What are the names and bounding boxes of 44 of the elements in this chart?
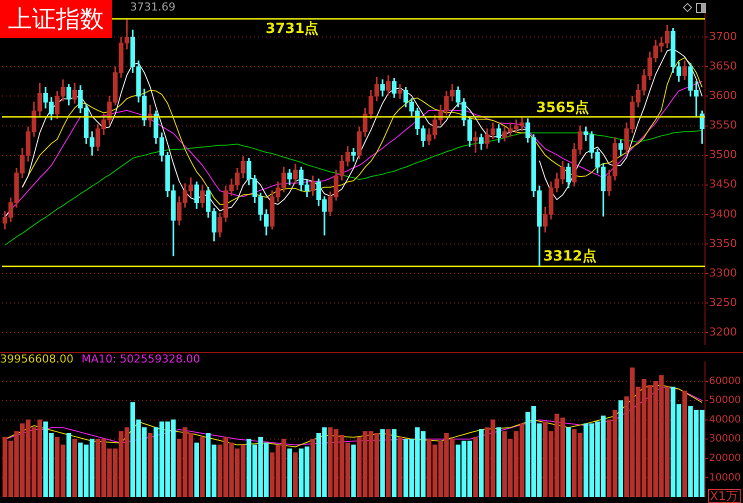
y-tick-label: 3250 — [709, 296, 737, 309]
y-tick-label: 30000 — [709, 434, 741, 445]
bar — [478, 429, 484, 497]
y-tick-label: 50000 — [709, 395, 741, 406]
bar — [392, 429, 396, 497]
ref-line-label: 3312点 — [543, 248, 596, 264]
bar — [473, 436, 478, 497]
bar — [66, 433, 72, 497]
bar — [293, 452, 298, 497]
ref-line-label: 3731点 — [266, 20, 319, 37]
chart-title: 上证指数 — [0, 0, 112, 38]
bar — [566, 427, 571, 497]
y-tick-label: 3350 — [709, 236, 737, 250]
y-axis-title: X1万 — [710, 489, 738, 503]
y-tick-label: 3650 — [709, 60, 737, 73]
y-tick-label: 40000 — [709, 414, 741, 426]
bar — [310, 438, 316, 497]
bar — [194, 442, 199, 497]
ref-line-label: 3565点 — [536, 100, 590, 116]
y-tick-label: 3550 — [709, 118, 737, 132]
y-tick-label: 3200 — [709, 325, 737, 338]
bar — [72, 438, 77, 497]
annotation: 3731.69 — [130, 0, 176, 14]
y-tick-label: 20000 — [709, 453, 741, 464]
y-tick-label: 10000 — [709, 472, 741, 484]
y-tick-label: 3450 — [709, 178, 737, 191]
y-tick-label: 3700 — [709, 30, 737, 44]
y-tick-label: 3400 — [709, 207, 737, 220]
bar — [398, 436, 402, 497]
bar — [200, 436, 205, 497]
y-tick-label: 3600 — [709, 89, 737, 102]
bar — [148, 433, 152, 497]
bar — [380, 429, 385, 497]
bar — [682, 390, 687, 497]
y-tick-label: 60000 — [709, 376, 741, 387]
bar — [496, 427, 502, 497]
annotation: 39956608.00 — [0, 352, 74, 366]
annotation: MA10: 502559328.00 — [81, 352, 200, 366]
y-tick-label: 3500 — [709, 148, 737, 162]
y-tick-label: 3300 — [709, 266, 737, 280]
bar — [618, 400, 624, 497]
bar — [287, 448, 292, 497]
bar — [351, 444, 356, 497]
bar — [386, 429, 391, 497]
